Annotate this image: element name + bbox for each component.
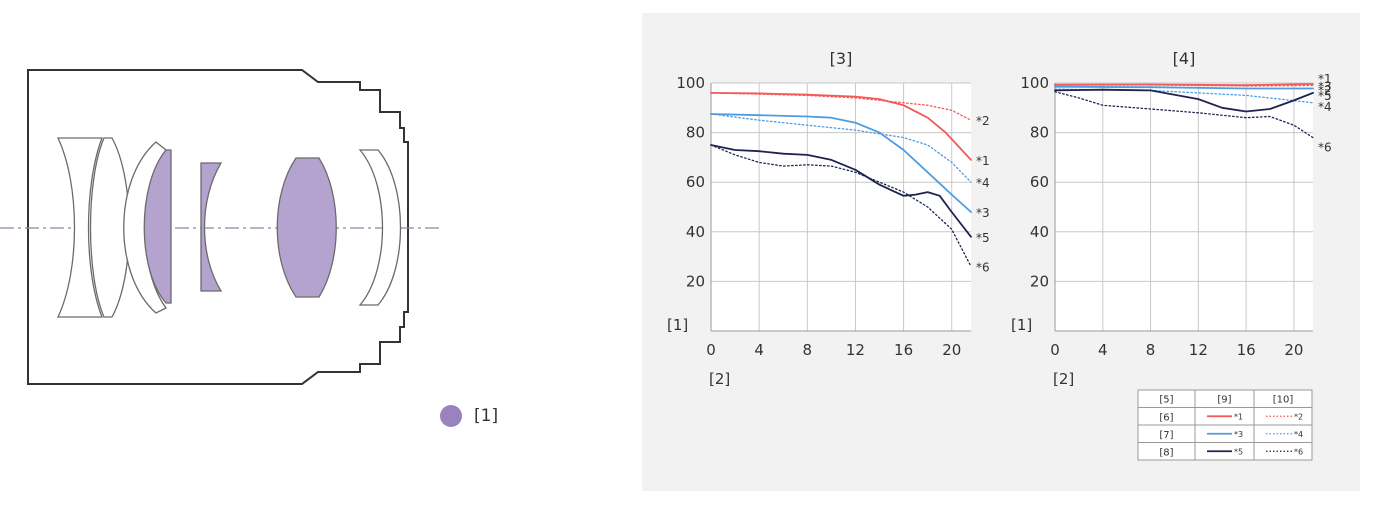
chart-2-series-label: *6 bbox=[1318, 141, 1332, 155]
chart-1-series-line bbox=[710, 113, 972, 183]
y-tick-label: 20 bbox=[686, 272, 705, 290]
lens-element-6-special bbox=[276, 157, 337, 298]
legend-table-header: [9] bbox=[1217, 395, 1231, 406]
special-element-label: [1] bbox=[474, 406, 499, 426]
mtf-charts: 0 4 8 12 16 2020406080100[3][1][2]*1*2*3*4*5*… bbox=[667, 49, 1332, 461]
chart-2-series-line bbox=[1054, 85, 1314, 90]
y-tick-label: 40 bbox=[1030, 223, 1049, 241]
x-tick-label: 4 bbox=[754, 341, 764, 359]
chart-2-series-label: *3 bbox=[1318, 79, 1332, 93]
x-tick-label: 8 bbox=[1146, 341, 1156, 359]
legend-solid-label: *5 bbox=[1234, 447, 1243, 456]
chart-1-title: [3] bbox=[830, 49, 853, 68]
chart-2-series-line bbox=[1054, 91, 1314, 139]
chart-1-series-line bbox=[710, 92, 972, 161]
y-tick-label: 20 bbox=[1030, 272, 1049, 290]
legend-table-row-label: [6] bbox=[1159, 412, 1173, 423]
mtf-panel: 0 4 8 12 16 20 20 40 60 80 100 [3] [1] [2] *1 *2 *3 *4 *5 *… bbox=[642, 13, 1360, 491]
lens-element-4-special bbox=[143, 149, 172, 304]
lens-element-5-special bbox=[200, 162, 223, 292]
legend-dotted-label: *2 bbox=[1294, 412, 1303, 421]
legend-solid-label: *3 bbox=[1234, 430, 1243, 439]
y-tick-label: 100 bbox=[676, 74, 705, 92]
x-tick-label: 12 bbox=[846, 341, 865, 359]
chart-1-series-label: *1 bbox=[976, 154, 990, 168]
chart-2-series-line bbox=[1054, 84, 1314, 87]
lens-element-1 bbox=[56, 137, 103, 318]
legend-table-row-label: [8] bbox=[1159, 447, 1173, 458]
legend-dotted-label: *4 bbox=[1294, 430, 1303, 439]
chart-2-plot-area bbox=[1055, 83, 1313, 331]
lens-element-7 bbox=[358, 149, 402, 306]
chart-1-series-label: *3 bbox=[976, 206, 990, 220]
chart-1-series-label: *2 bbox=[976, 114, 990, 128]
x-tick-label: 16 bbox=[1237, 341, 1256, 359]
special-element-swatch bbox=[440, 405, 462, 427]
legend-table-header: [5] bbox=[1159, 395, 1173, 406]
lens-barrel-outline bbox=[27, 69, 409, 385]
y-tick-label: 40 bbox=[686, 223, 705, 241]
x-tick-label: 20 bbox=[1284, 341, 1303, 359]
chart-2-y-label: [1] bbox=[1011, 316, 1032, 334]
y-tick-label: 80 bbox=[1030, 124, 1049, 142]
x-tick-label: 20 bbox=[942, 341, 961, 359]
chart-1-series-line bbox=[710, 92, 972, 121]
lens-element-2 bbox=[89, 137, 130, 318]
x-tick-label: 16 bbox=[894, 341, 913, 359]
chart-1-y-label: [1] bbox=[667, 316, 688, 334]
chart-2-series-line bbox=[1054, 88, 1314, 113]
legend-dotted-label: *6 bbox=[1294, 447, 1303, 456]
chart-2-x-label: [2] bbox=[1053, 370, 1074, 388]
y-tick-label: 100 bbox=[1020, 74, 1049, 92]
chart-1-series-label: *5 bbox=[976, 231, 990, 245]
chart-2-series-label: *5 bbox=[1318, 89, 1332, 103]
x-tick-label: 0 bbox=[706, 341, 716, 359]
legend-table-header: [10] bbox=[1273, 395, 1294, 406]
chart-2-series-label: *2 bbox=[1318, 83, 1332, 97]
x-tick-label: 4 bbox=[1098, 341, 1108, 359]
x-tick-label: 0 bbox=[1050, 341, 1060, 359]
special-element-legend: [1] bbox=[440, 405, 498, 427]
chart-2-title: [4] bbox=[1173, 49, 1196, 68]
chart-1-series-line bbox=[710, 113, 972, 213]
chart-1-series-label: *6 bbox=[976, 261, 990, 275]
chart-2-series-label: *4 bbox=[1318, 100, 1332, 114]
chart-2-series-label: *1 bbox=[1318, 72, 1332, 86]
legend-table-row-label: [7] bbox=[1159, 430, 1173, 441]
y-tick-label: 60 bbox=[686, 173, 705, 191]
x-tick-label: 12 bbox=[1189, 341, 1208, 359]
x-tick-label: 8 bbox=[803, 341, 813, 359]
y-tick-label: 60 bbox=[1030, 173, 1049, 191]
lens-diagram bbox=[0, 69, 440, 385]
chart-1-series-label: *4 bbox=[976, 176, 990, 190]
chart-1-series-line bbox=[710, 144, 972, 268]
chart-1-x-label: [2] bbox=[709, 370, 730, 388]
y-tick-label: 80 bbox=[686, 124, 705, 142]
legend-solid-label: *1 bbox=[1234, 412, 1243, 421]
